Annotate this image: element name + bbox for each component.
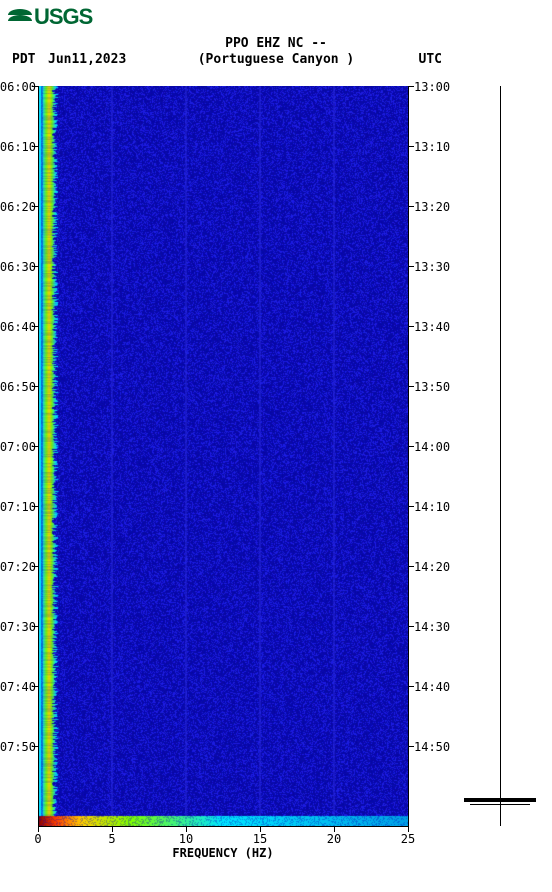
x-tick: 15 [250, 832, 270, 846]
tick-mark [32, 746, 38, 747]
tick-mark [408, 266, 414, 267]
tick-mark [408, 566, 414, 567]
tick-mark [32, 446, 38, 447]
right-time-tick: 13:40 [414, 320, 450, 334]
tick-mark [32, 686, 38, 687]
tick-mark [32, 506, 38, 507]
axis-right [408, 86, 409, 826]
tick-mark [32, 626, 38, 627]
tick-mark [408, 746, 414, 747]
x-tick: 0 [28, 832, 48, 846]
tick-mark [408, 146, 414, 147]
station-name: (Portuguese Canyon ) [0, 52, 552, 67]
left-time-tick: 07:10 [0, 500, 36, 514]
left-time-tick: 06:10 [0, 140, 36, 154]
tick-mark [408, 686, 414, 687]
left-time-tick: 07:40 [0, 680, 36, 694]
right-time-tick: 14:10 [414, 500, 450, 514]
tick-mark [186, 826, 187, 832]
left-time-tick: 06:40 [0, 320, 36, 334]
x-tick: 25 [398, 832, 418, 846]
tick-mark [32, 86, 38, 87]
axis-left [38, 86, 39, 826]
x-tick: 20 [324, 832, 344, 846]
tick-mark [408, 826, 409, 832]
tick-mark [408, 506, 414, 507]
chart-title: PPO EHZ NC -- [0, 36, 552, 51]
left-time-tick: 07:50 [0, 740, 36, 754]
seismogram-baseline [500, 86, 501, 826]
x-tick: 5 [102, 832, 122, 846]
left-time-tick: 07:20 [0, 560, 36, 574]
tick-mark [408, 86, 414, 87]
tick-mark [32, 146, 38, 147]
x-tick: 10 [176, 832, 196, 846]
tick-mark [32, 326, 38, 327]
tick-mark [408, 386, 414, 387]
tick-mark [112, 826, 113, 832]
left-time-tick: 06:50 [0, 380, 36, 394]
right-time-tick: 14:50 [414, 740, 450, 754]
left-time-tick: 07:30 [0, 620, 36, 634]
wave-icon [8, 7, 32, 27]
right-time-tick: 14:20 [414, 560, 450, 574]
x-axis-label: FREQUENCY (HZ) [38, 846, 408, 860]
tick-mark [408, 626, 414, 627]
left-time-tick: 07:00 [0, 440, 36, 454]
tick-mark [334, 826, 335, 832]
right-time-tick: 13:10 [414, 140, 450, 154]
tick-mark [408, 206, 414, 207]
tick-mark [32, 206, 38, 207]
right-time-tick: 13:30 [414, 260, 450, 274]
seismogram-panel [460, 86, 540, 826]
left-time-tick: 06:20 [0, 200, 36, 214]
seismogram-burst [470, 804, 530, 805]
tick-mark [408, 326, 414, 327]
tick-mark [32, 566, 38, 567]
left-time-tick: 06:30 [0, 260, 36, 274]
right-time-tick: 13:50 [414, 380, 450, 394]
right-time-tick: 14:30 [414, 620, 450, 634]
right-time-tick: 13:20 [414, 200, 450, 214]
spectrogram-plot [38, 86, 408, 826]
axis-bottom [38, 826, 408, 827]
right-time-tick: 14:40 [414, 680, 450, 694]
right-timezone: UTC [419, 52, 442, 67]
logo-text: USGS [34, 4, 92, 30]
tick-mark [38, 826, 39, 832]
right-time-tick: 14:00 [414, 440, 450, 454]
left-time-tick: 06:00 [0, 80, 36, 94]
tick-mark [32, 386, 38, 387]
tick-mark [32, 266, 38, 267]
tick-mark [408, 446, 414, 447]
right-time-tick: 13:00 [414, 80, 450, 94]
usgs-logo: USGS [8, 4, 92, 30]
seismogram-burst [464, 798, 536, 802]
tick-mark [260, 826, 261, 832]
